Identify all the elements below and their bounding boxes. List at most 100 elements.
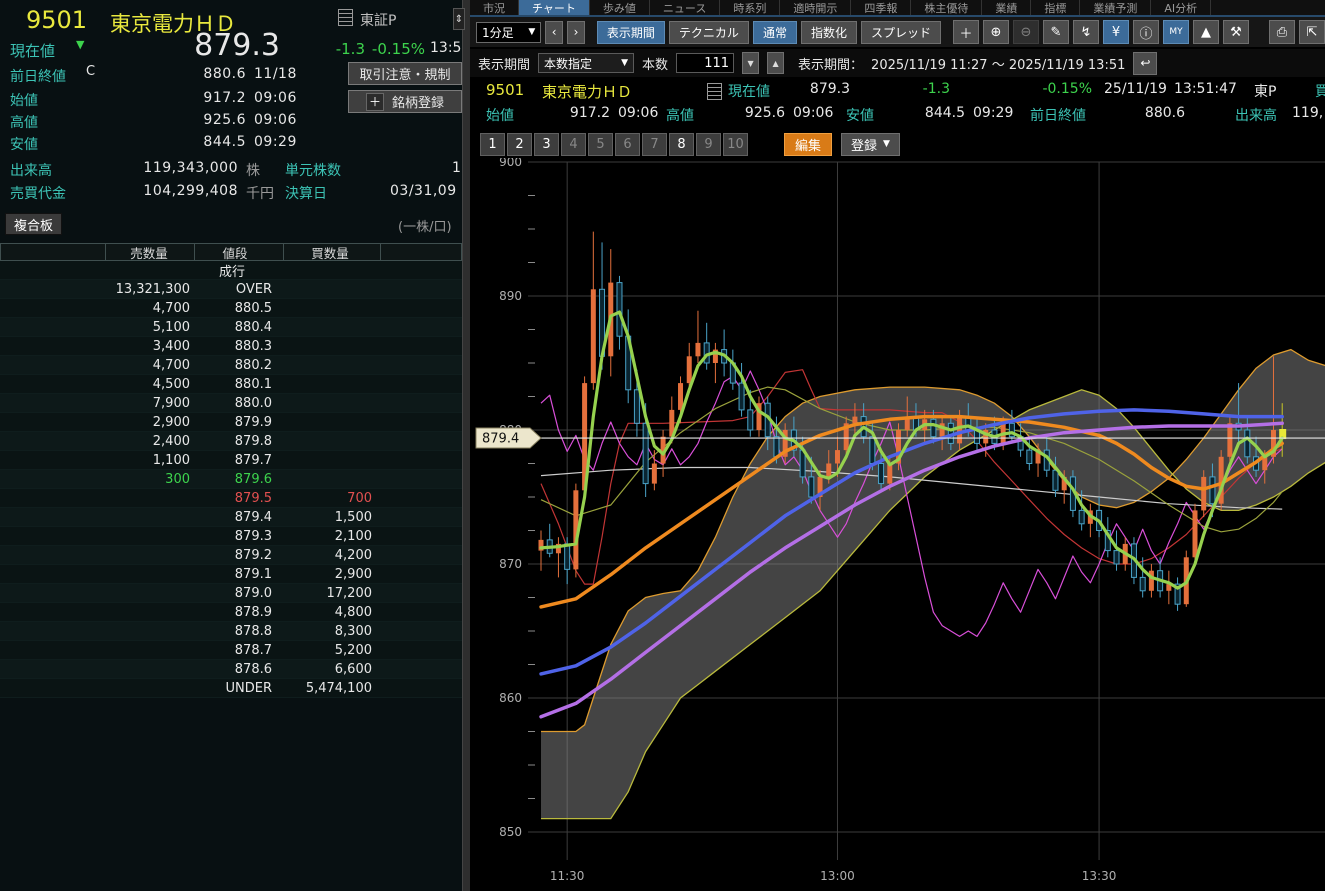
order-book-row[interactable]: 4,700 880.2 — [0, 356, 462, 375]
svg-text:11:30: 11:30 — [550, 869, 585, 883]
crosshair-icon[interactable]: ＋ — [952, 20, 979, 44]
toolbar-button-テクニカル[interactable]: テクニカル — [668, 20, 749, 44]
tab-指標[interactable]: 指標 — [1031, 0, 1081, 15]
price-level: 879.7 — [234, 452, 272, 468]
tab-市況[interactable]: 市況 — [470, 0, 519, 15]
composite-board-button[interactable]: 複合板 — [5, 213, 63, 235]
order-book-row[interactable]: 879.5 700 — [0, 489, 462, 508]
order-book-row[interactable]: 878.8 8,300 — [0, 622, 462, 641]
order-book-row[interactable]: 5,100 880.4 — [0, 318, 462, 337]
reset-period-icon[interactable]: ↩ — [1133, 51, 1158, 75]
chart-vol-clipped: 119, — [1292, 105, 1324, 121]
splitter-handle-icon[interactable]: ⇕ — [453, 8, 465, 30]
edit-button[interactable]: 編集 — [784, 132, 833, 156]
yen-icon[interactable]: ¥ — [1102, 20, 1129, 44]
order-book-row[interactable]: 879.1 2,900 — [0, 565, 462, 584]
order-book-row[interactable]: 4,500 880.1 — [0, 375, 462, 394]
tab-チャート[interactable]: チャート — [519, 0, 590, 15]
order-book-row[interactable]: 878.6 6,600 — [0, 660, 462, 679]
tab-四季報[interactable]: 四季報 — [851, 0, 912, 15]
order-book-row[interactable]: 7,900 880.0 — [0, 394, 462, 413]
chart-high-label: 高値 — [666, 108, 694, 124]
chart-slot-8[interactable]: 8 — [669, 132, 694, 156]
order-book-market-row[interactable]: 成行 — [0, 261, 462, 280]
count-down-spinner[interactable]: ▼ — [742, 52, 760, 74]
tab-歩み値[interactable]: 歩み値 — [590, 0, 650, 15]
order-book-row[interactable]: 879.4 1,500 — [0, 508, 462, 527]
order-book-row[interactable]: 879.2 4,200 — [0, 546, 462, 565]
chart-slot-6[interactable]: 6 — [615, 132, 640, 156]
chart-slot-1[interactable]: 1 — [480, 132, 505, 156]
order-book-row[interactable]: 3,400 880.3 — [0, 337, 462, 356]
price-level: 879.0 — [234, 585, 272, 601]
tab-AI分析[interactable]: AI分析 — [1151, 0, 1212, 15]
toolbar-button-スプレッド[interactable]: スプレッド — [860, 20, 941, 44]
wrench-icon[interactable]: ⚒ — [1222, 20, 1249, 44]
order-book: 売数量 値段 買数量 成行 13,321,300 OVER 4,700 880.5 5,1… — [0, 243, 462, 698]
count-up-spinner[interactable]: ▲ — [767, 52, 785, 74]
printer-icon[interactable]: ⎙ — [1268, 20, 1295, 44]
trade-caution-button[interactable]: 取引注意・規制 — [348, 62, 462, 85]
chart-now-label: 現在値 — [728, 84, 770, 100]
chart-slot-9[interactable]: 9 — [696, 132, 721, 156]
trendline-icon[interactable]: ↯ — [1072, 20, 1099, 44]
price-level: 成行 — [218, 264, 245, 280]
buy-qty: 2,900 — [334, 566, 372, 582]
order-book-row[interactable]: 2,900 879.9 — [0, 413, 462, 432]
order-book-row[interactable]: 13,321,300 OVER — [0, 280, 462, 299]
tab-株主優待[interactable]: 株主優待 — [911, 0, 983, 15]
tab-適時開示[interactable]: 適時開示 — [780, 0, 852, 15]
chart-low: 844.5 — [924, 105, 965, 121]
order-book-row[interactable]: 2,400 879.8 — [0, 432, 462, 451]
order-book-row[interactable]: 879.0 17,200 — [0, 584, 462, 603]
order-book-row[interactable]: 879.3 2,100 — [0, 527, 462, 546]
prev-button[interactable]: ‹ — [545, 20, 564, 44]
toolbar-button-通常[interactable]: 通常 — [752, 20, 797, 44]
toolbar-button-指数化[interactable]: 指数化 — [800, 20, 857, 44]
order-book-body: 成行 13,321,300 OVER 4,700 880.5 5,100 880.4 3,40… — [0, 261, 462, 698]
order-book-row[interactable]: 300 879.6 — [0, 470, 462, 489]
panel-divider[interactable]: ⇕ — [453, 0, 471, 891]
list-icon[interactable] — [338, 9, 353, 26]
chart-panel: 市況 チャート 歩み値 ニュース 時系列 適時開示 四季報 株主優待 業績 指標 業績予測 AI分析 … — [470, 0, 1325, 891]
area-chart-icon[interactable]: ▲ — [1192, 20, 1219, 44]
info-icon[interactable]: ⓘ — [1132, 20, 1159, 44]
interval-select[interactable]: 1分足 ▼ — [476, 21, 542, 43]
order-book-row[interactable]: 4,700 880.5 — [0, 299, 462, 318]
chart-slot-4[interactable]: 4 — [561, 132, 586, 156]
next-button[interactable]: › — [567, 20, 585, 44]
order-book-row[interactable]: 878.7 5,200 — [0, 641, 462, 660]
chart-mode-buttons: 表示期間 テクニカル 通常 指数化 スプレッド — [596, 20, 941, 44]
register-chart-button[interactable]: 登録 ▼ — [841, 132, 900, 156]
order-book-row[interactable]: UNDER 5,474,100 — [0, 679, 462, 698]
chart-slot-7[interactable]: 7 — [642, 132, 667, 156]
tab-業績[interactable]: 業績 — [982, 0, 1032, 15]
period-row: 表示期間 本数指定 ▼ 本数 111 ▼ ▲ 表示期間： 2025/11/19 … — [470, 49, 1325, 77]
order-book-row[interactable]: 878.9 4,800 — [0, 603, 462, 622]
tab-業績予測[interactable]: 業績予測 — [1080, 0, 1152, 15]
sell-qty: 2,400 — [152, 433, 190, 449]
zoom-out-icon[interactable]: ⊖ — [1012, 20, 1039, 44]
pencil-icon[interactable]: ✎ — [1042, 20, 1069, 44]
bar-count-input[interactable]: 111 — [676, 53, 735, 73]
svg-text:890: 890 — [499, 289, 522, 303]
zoom-in-icon[interactable]: ⊕ — [982, 20, 1009, 44]
settlement-value: 03/31,09 — [390, 183, 457, 199]
order-book-row[interactable]: 1,100 879.7 — [0, 451, 462, 470]
register-symbol-button[interactable]: ＋ 銘柄登録 — [348, 90, 462, 113]
tab-ニュース[interactable]: ニュース — [650, 0, 721, 15]
buy-qty: 4,800 — [334, 604, 372, 620]
my-settings-icon[interactable]: MY — [1162, 20, 1189, 44]
popout-icon[interactable]: ⇱ — [1298, 20, 1325, 44]
toolbar-button-表示期間[interactable]: 表示期間 — [596, 20, 665, 44]
chart-slot-10[interactable]: 10 — [723, 132, 748, 156]
chart-slot-5[interactable]: 5 — [588, 132, 613, 156]
tab-時系列[interactable]: 時系列 — [720, 0, 781, 15]
chart-slot-3[interactable]: 3 — [534, 132, 559, 156]
list-icon[interactable] — [707, 83, 722, 100]
count-mode-select[interactable]: 本数指定 ▼ — [538, 53, 635, 73]
chart-slot-2[interactable]: 2 — [507, 132, 532, 156]
chevron-down-icon: ▼ — [883, 139, 890, 149]
